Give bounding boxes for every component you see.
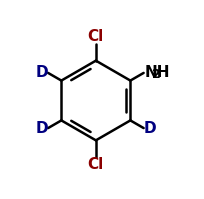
Text: Cl: Cl bbox=[87, 157, 103, 172]
Text: D: D bbox=[35, 65, 48, 80]
Text: 2: 2 bbox=[151, 68, 160, 81]
Text: D: D bbox=[143, 121, 155, 136]
Text: D: D bbox=[35, 121, 48, 136]
Text: NH: NH bbox=[144, 65, 169, 80]
Text: Cl: Cl bbox=[87, 29, 103, 44]
